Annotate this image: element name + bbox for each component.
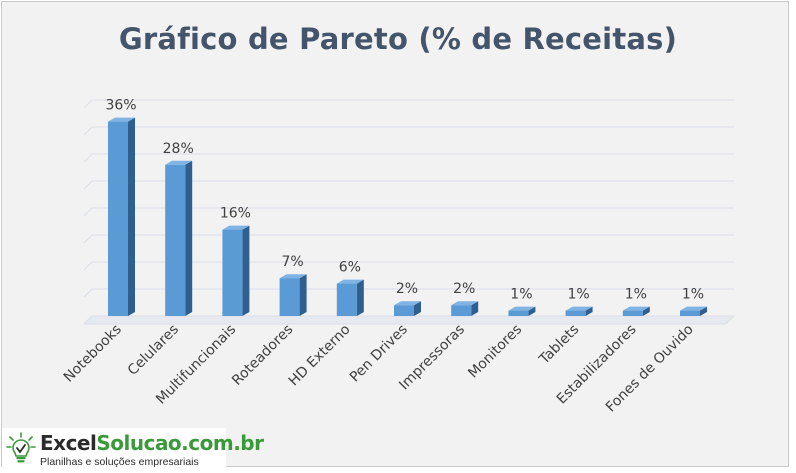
bar-top [108, 117, 135, 122]
data-label: 7% [281, 254, 303, 270]
bar-top [222, 225, 250, 230]
bar-side [242, 225, 250, 316]
grid-line-diagonal [83, 153, 93, 163]
bar-front [279, 278, 300, 316]
lightbulb-icon [6, 432, 36, 463]
grid-line-diagonal [83, 99, 93, 109]
bar-front [108, 121, 128, 316]
data-label: 1% [510, 287, 532, 303]
bars [108, 117, 707, 316]
category-label: HD Externo [286, 322, 354, 390]
bar-top [336, 279, 364, 284]
category-labels: Notebooks CelularesMultifuncionaisRoteado… [61, 322, 697, 416]
data-label: 1% [682, 287, 704, 303]
bar-front [394, 305, 414, 316]
bar-front [622, 310, 643, 316]
category-label: Tablets [536, 322, 583, 369]
data-label: 1% [567, 287, 589, 303]
bar-front [680, 310, 700, 316]
bar-front [336, 283, 357, 316]
bar-side [414, 301, 421, 316]
bar [451, 301, 479, 316]
bar-top [680, 306, 707, 311]
bar-side [585, 306, 593, 316]
logo-brand-excel: Excel [40, 431, 97, 455]
grid-lines [82, 99, 736, 325]
chart-title: Gráfico de Pareto (% de Receitas) [118, 22, 678, 56]
grid-line-diagonal [83, 207, 93, 217]
bar [336, 279, 364, 316]
bar-front [508, 310, 529, 316]
chart-floor [82, 315, 736, 325]
grid-line-diagonal [83, 288, 93, 298]
bar-top [165, 160, 193, 165]
data-label: 6% [339, 260, 361, 276]
bar [622, 306, 650, 316]
category-label: Notebooks [61, 322, 125, 386]
bar-top [565, 306, 593, 311]
data-label: 16% [220, 206, 251, 222]
grid-line-diagonal [83, 180, 93, 190]
bar-top [394, 301, 421, 306]
bar [394, 301, 421, 316]
grid-line-diagonal [83, 126, 93, 136]
bar-side [128, 117, 135, 316]
bar [279, 274, 307, 316]
grid-line-diagonal [83, 261, 93, 271]
bar-front [565, 310, 586, 316]
bar-top [279, 274, 307, 279]
data-label: 2% [396, 281, 418, 297]
bar [108, 117, 135, 316]
bar [508, 306, 536, 316]
bar [680, 306, 707, 316]
bar-side [528, 306, 536, 316]
bar-top [622, 306, 650, 311]
bar [165, 160, 193, 316]
data-label: 1% [625, 287, 647, 303]
bar-top [451, 301, 479, 306]
bar-side [471, 301, 479, 316]
bar [565, 306, 593, 316]
bar-top [508, 306, 536, 311]
bar-front [222, 229, 243, 316]
logo-brand: ExcelSolucao.com.br [40, 431, 264, 455]
category-label: Celulares [125, 322, 182, 379]
bar-side [185, 160, 193, 316]
bar-side [299, 274, 307, 316]
bar-side [700, 306, 707, 316]
bar-front [451, 305, 472, 316]
data-label: 36% [105, 98, 136, 114]
bar-side [642, 306, 650, 316]
category-label: Monitores [465, 322, 525, 382]
bar [222, 225, 250, 316]
logo-tagline: Planilhas e soluções empresariais [40, 456, 199, 468]
grid-line-diagonal [83, 234, 93, 244]
bar-side [356, 279, 364, 316]
logo-brand-solucao: Solucao.com.br [96, 431, 264, 455]
data-label: 2% [453, 281, 475, 297]
excelsolucao-logo: ExcelSolucao.com.br Planilhas e soluções… [2, 428, 264, 472]
data-labels: 36% 28% 16% 7% 6% 2% 2% 1% 1% 1% 1% [105, 98, 704, 303]
data-label: 28% [163, 141, 194, 157]
bar-front [165, 164, 186, 316]
